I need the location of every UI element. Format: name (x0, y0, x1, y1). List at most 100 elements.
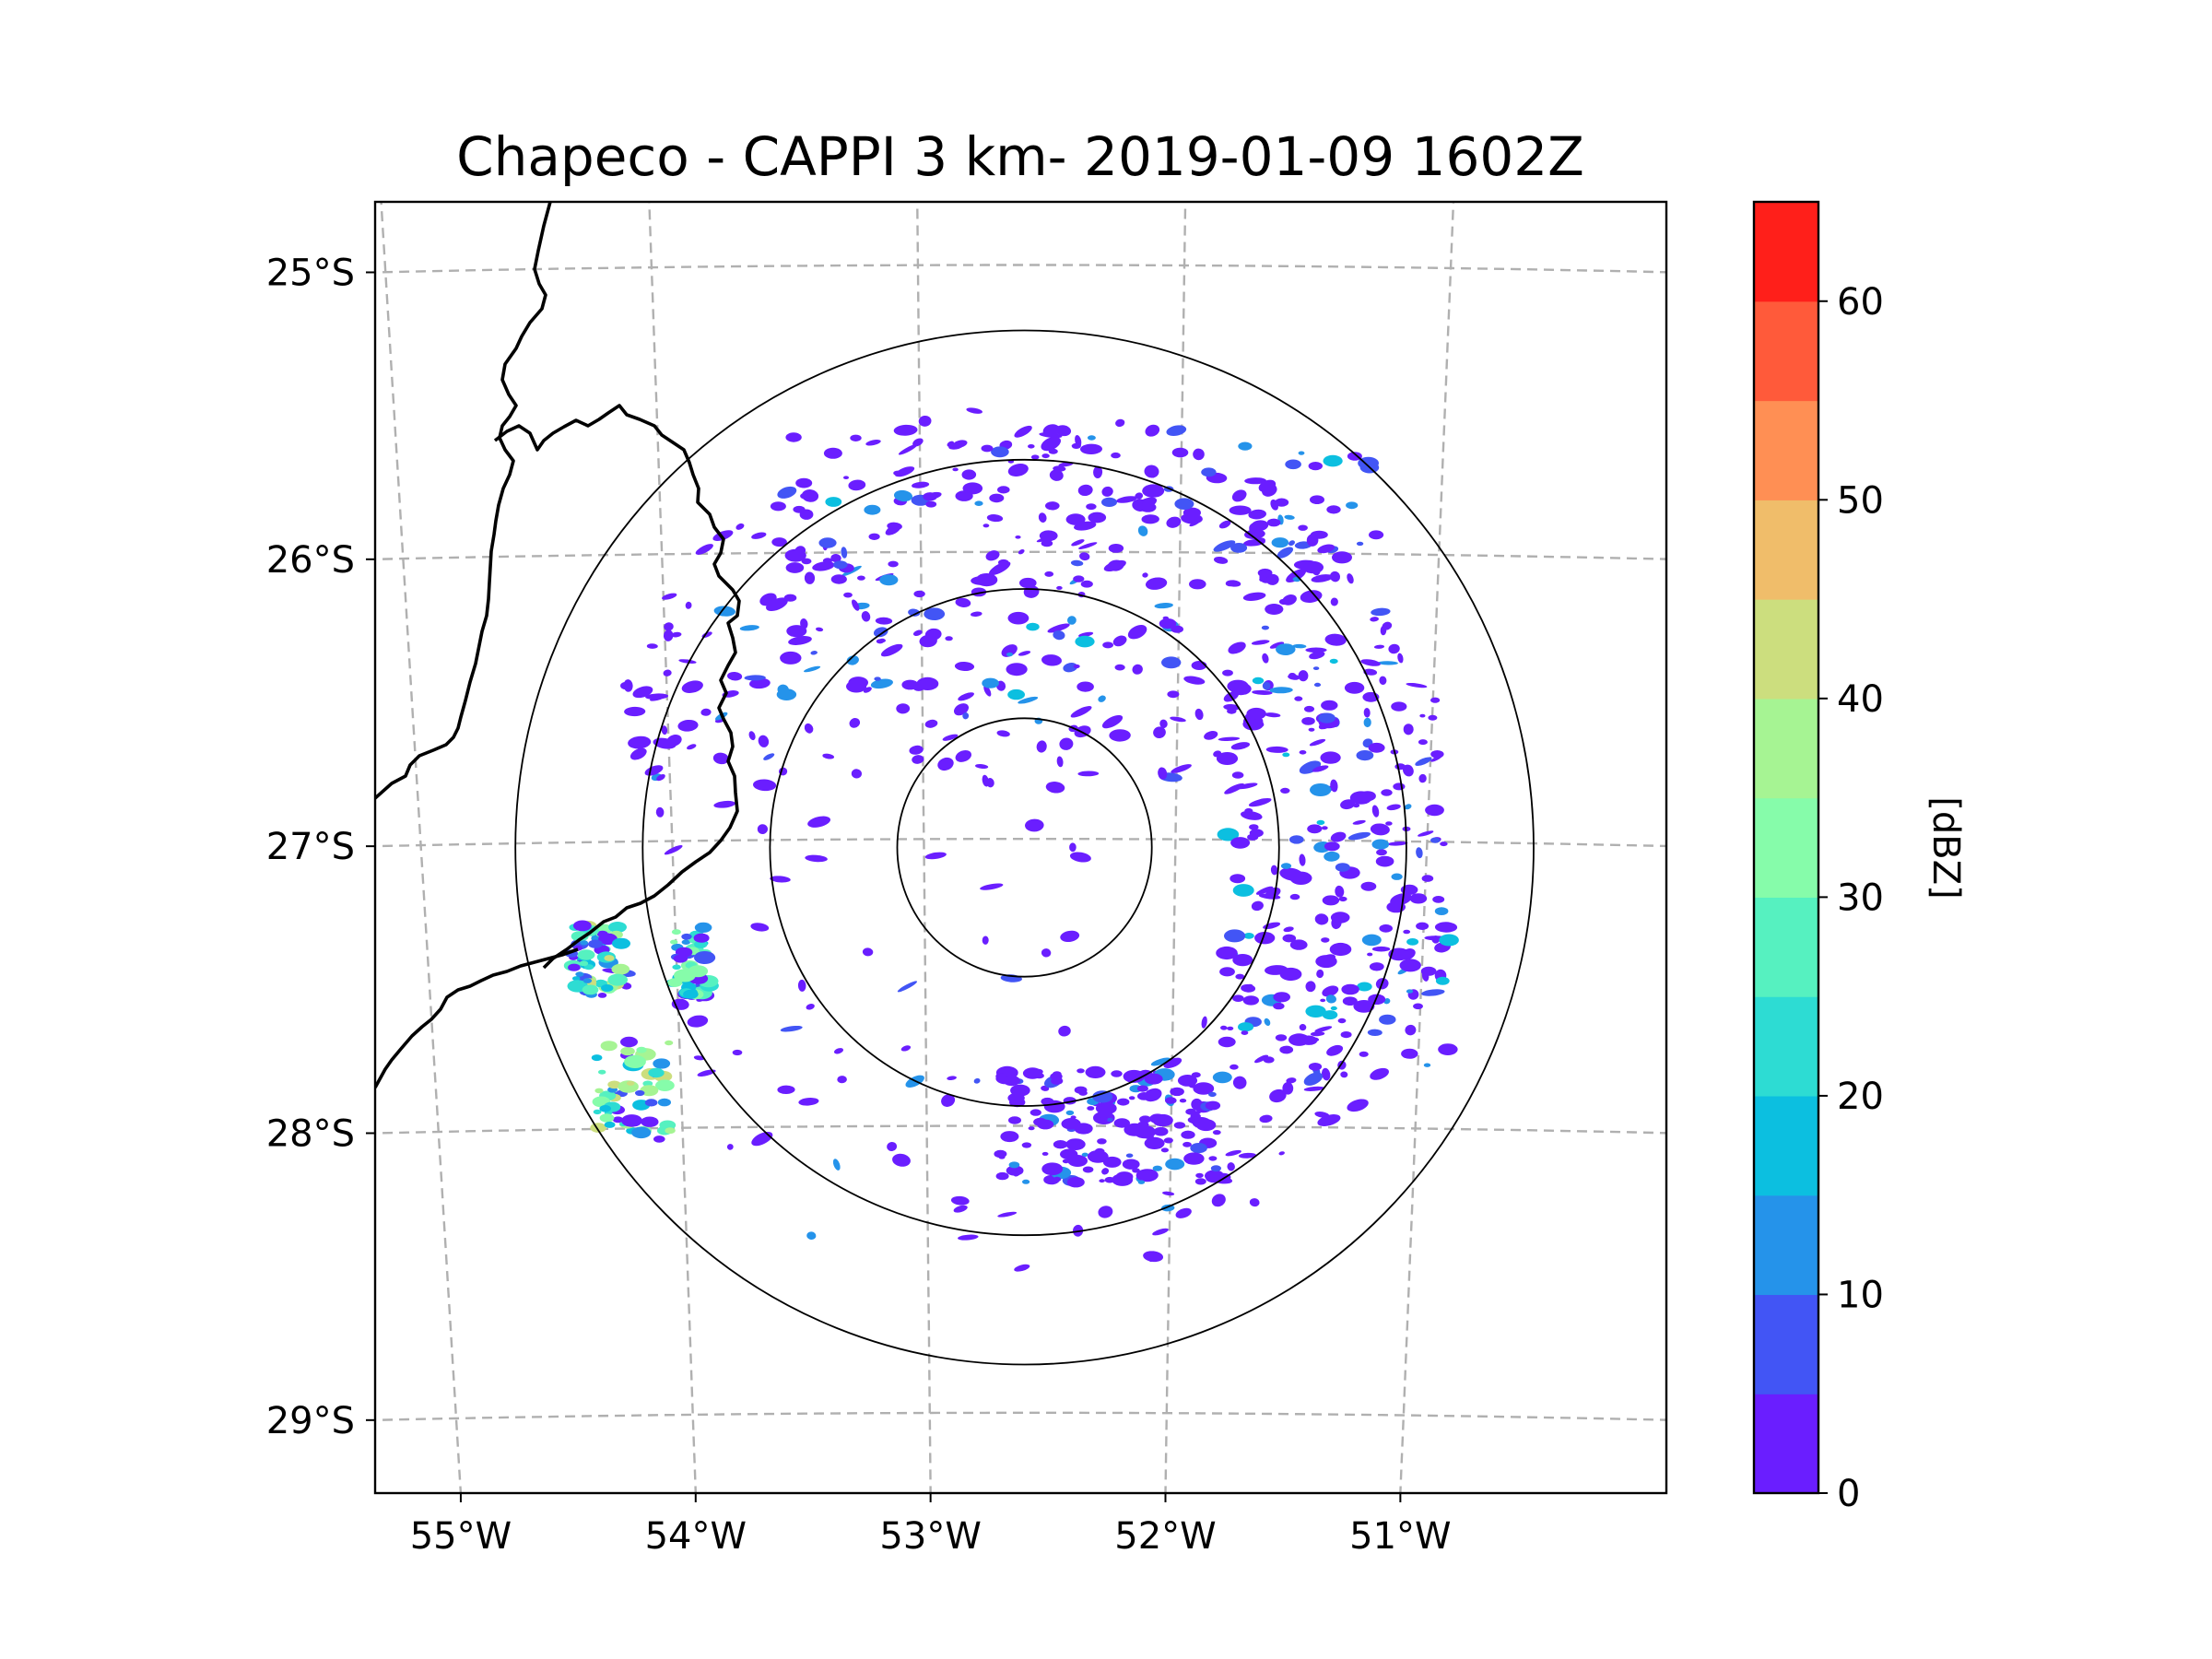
echo-cell (1227, 1026, 1234, 1030)
echo-pixel (1232, 1076, 1247, 1089)
echo-pixel (1371, 607, 1391, 617)
echo-pixel (1025, 818, 1044, 832)
echo-cell (604, 955, 615, 961)
echo-pixel (1253, 1054, 1269, 1064)
echo-cell (1242, 995, 1260, 1006)
border-argentina-brazil-south (375, 947, 579, 1088)
echo-cell (600, 1041, 618, 1052)
echo-pixel (1310, 1031, 1325, 1037)
echo-cell (912, 684, 924, 691)
echo-cell (822, 558, 833, 564)
echo-cell (952, 467, 959, 472)
echo-cell (671, 929, 681, 935)
echo-cell (1122, 1159, 1140, 1170)
echo-cell (864, 504, 881, 515)
echo-cell (1081, 1152, 1088, 1158)
echo-cell (1425, 804, 1444, 817)
echo-cell (1193, 1082, 1215, 1095)
echo-pixel (1152, 1228, 1169, 1236)
echo-cell (1361, 934, 1382, 947)
echo-cell (1280, 787, 1290, 794)
echo-pixel (1305, 647, 1327, 653)
x-tick-label: 54°W (645, 1515, 747, 1558)
echo-cell (1329, 658, 1338, 665)
echo-pixel (664, 845, 683, 855)
echo-cell (1205, 1100, 1221, 1111)
echo-pixel (1299, 853, 1306, 866)
map-frame (373, 200, 1668, 1495)
echo-cell (1044, 571, 1054, 577)
echo-cell (1053, 1140, 1068, 1149)
echo-pixel (948, 442, 964, 450)
echo-pixel (727, 671, 743, 681)
echo-cell (1019, 577, 1037, 589)
echo-pixel (806, 1004, 815, 1010)
echo-pixel (1228, 641, 1246, 654)
echo-pixel (749, 677, 771, 689)
echo-pixel (751, 532, 767, 539)
echo-cell (1321, 700, 1338, 711)
echo-cell (1065, 1138, 1086, 1150)
echo-pixel (1193, 448, 1205, 461)
echo-cell (1053, 1176, 1062, 1182)
echo-pixel (798, 1098, 819, 1106)
echo-cell (1299, 750, 1307, 755)
echo-cell (1337, 1018, 1347, 1024)
echo-pixel (1278, 1151, 1285, 1156)
colorbar-band (1754, 1394, 1818, 1494)
echo-cell (1409, 893, 1428, 904)
echo-pixel (1213, 556, 1229, 564)
echo-cell (1320, 998, 1326, 1003)
echo-cell (1329, 942, 1352, 957)
echo-cell (786, 625, 807, 638)
echo-pixel (804, 571, 816, 584)
echo-pixel (1244, 529, 1265, 539)
border-lines (375, 202, 741, 1088)
echo-cell (1232, 954, 1253, 967)
echo-pixel (862, 947, 874, 957)
echo-pixel (1259, 1114, 1273, 1124)
echo-cell (1006, 653, 1013, 657)
echo-pixel (1314, 1112, 1330, 1118)
echo-pixel (1242, 592, 1266, 601)
echo-cell (795, 477, 813, 488)
echo-pixel (1201, 1016, 1207, 1029)
echo-pixel (1147, 1253, 1154, 1263)
echo-cell (1356, 750, 1374, 761)
echo-pixel (770, 876, 791, 883)
echo-cell (1041, 1151, 1049, 1156)
echo-cell (1246, 707, 1266, 720)
echo-pixel (1309, 651, 1325, 660)
colorbar-tick-label: 10 (1837, 1274, 1884, 1316)
echo-cell (1244, 807, 1253, 814)
echo-cell (1073, 664, 1080, 669)
echo-cell (1252, 677, 1265, 685)
echo-cell (1439, 934, 1459, 947)
echo-pixel (1056, 756, 1064, 768)
echo-pixel (628, 735, 652, 749)
echo-pixel (1283, 926, 1294, 933)
echo-pixel (942, 734, 959, 741)
echo-cell (1391, 701, 1407, 712)
border-argentina-paraguay (375, 202, 552, 800)
echo-pixel (1098, 1206, 1113, 1218)
echo-cell (672, 964, 681, 971)
echo-cell (1247, 833, 1259, 841)
echo-pixel (875, 617, 893, 625)
echo-cell (770, 501, 786, 512)
echo-cell (981, 444, 994, 453)
x-tick-label: 53°W (879, 1515, 981, 1558)
echo-cell (1381, 789, 1393, 796)
colorbar-band (1754, 897, 1818, 997)
parallel-line (375, 1411, 1666, 1422)
echo-pixel (893, 489, 913, 502)
echo-pixel (1335, 885, 1345, 898)
echo-cell (1212, 1130, 1221, 1135)
echo-pixel (1058, 1025, 1071, 1037)
echo-cell (1249, 824, 1259, 830)
echo-cell (843, 476, 849, 479)
echo-cell (868, 533, 880, 540)
echo-cell (665, 1127, 676, 1135)
echo-pixel (1098, 695, 1106, 702)
echo-pixel (1387, 841, 1408, 846)
